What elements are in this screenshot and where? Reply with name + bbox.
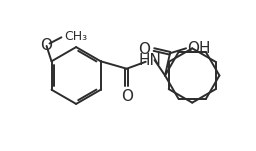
Text: HN: HN	[139, 53, 162, 67]
Text: O: O	[41, 39, 52, 53]
Text: CH₃: CH₃	[64, 30, 87, 43]
Text: O: O	[138, 42, 151, 57]
Text: OH: OH	[187, 41, 211, 56]
Text: O: O	[121, 89, 133, 104]
